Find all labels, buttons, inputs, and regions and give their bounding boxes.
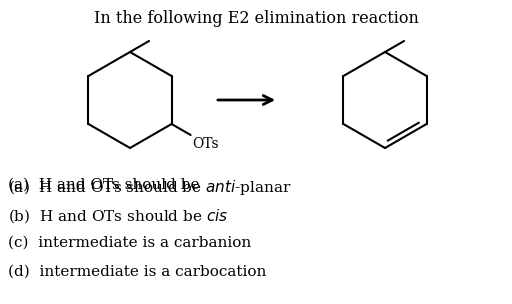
Text: (a)  H and OTs should be: (a) H and OTs should be bbox=[8, 178, 204, 192]
Text: (c)  intermediate is a carbanion: (c) intermediate is a carbanion bbox=[8, 236, 251, 250]
Text: OTs: OTs bbox=[193, 137, 219, 151]
Text: (b)  H and OTs should be $\it{cis}$: (b) H and OTs should be $\it{cis}$ bbox=[8, 207, 228, 225]
Text: In the following E2 elimination reaction: In the following E2 elimination reaction bbox=[94, 10, 418, 27]
Text: (d)  intermediate is a carbocation: (d) intermediate is a carbocation bbox=[8, 265, 266, 279]
Text: (a)  H and OTs should be $\it{anti}$-planar: (a) H and OTs should be $\it{anti}$-plan… bbox=[8, 178, 292, 197]
